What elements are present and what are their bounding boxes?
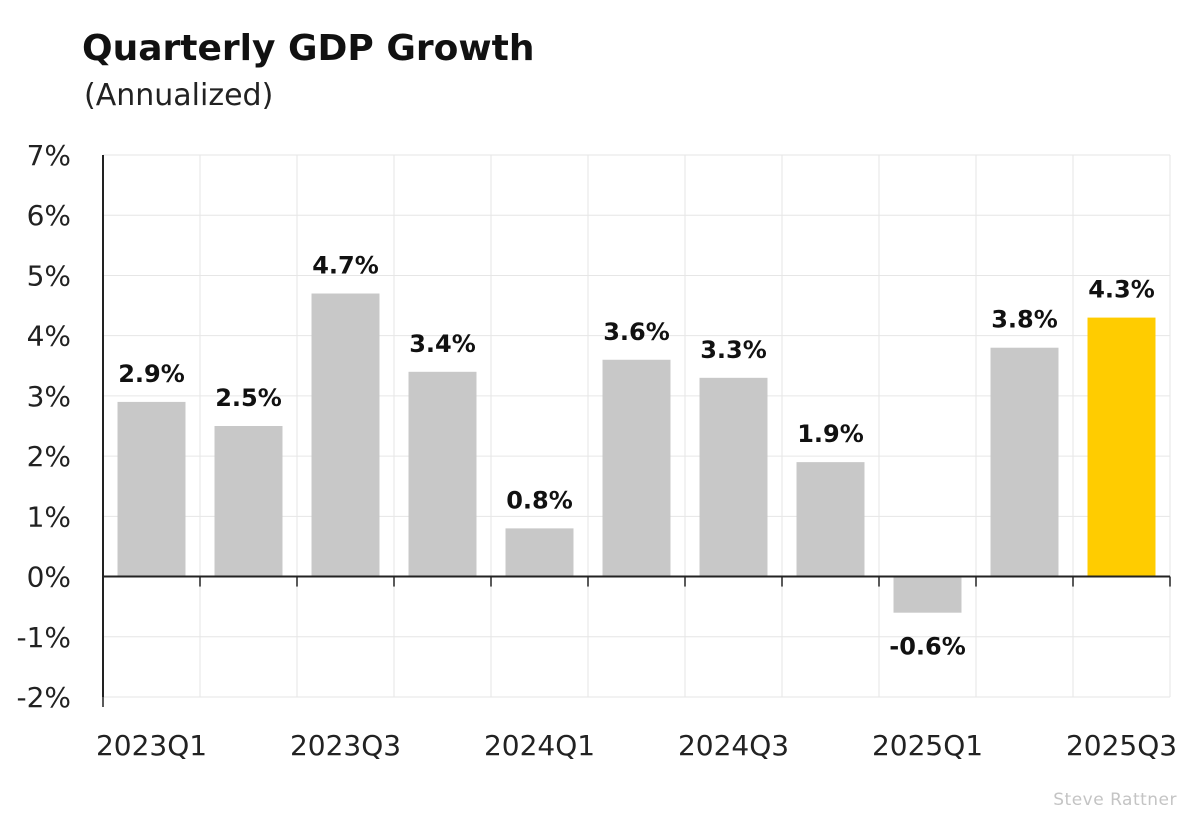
axes	[102, 155, 1171, 707]
x-tick-label: 2024Q1	[484, 729, 595, 762]
data-label: 3.3%	[700, 336, 767, 364]
bar	[214, 426, 283, 577]
bar	[699, 377, 768, 577]
x-tick-label: 2025Q3	[1066, 729, 1177, 762]
bar	[602, 359, 671, 577]
labels: -2% -1% 0% 1% 2% 3% 4% 5% 6% 7% 2.9% 2023Q1 2.5% 4.7%…	[16, 139, 1177, 762]
data-label: 1.9%	[797, 420, 864, 448]
x-tick-label: 2024Q3	[678, 729, 789, 762]
y-tick-label: 0%	[27, 561, 71, 594]
chart-subtitle: (Annualized)	[84, 78, 274, 113]
bar	[117, 401, 186, 577]
y-tick-label: 1%	[27, 500, 71, 533]
y-tick-label: -2%	[16, 681, 71, 714]
bar	[990, 347, 1059, 577]
y-tick-label: 7%	[27, 139, 71, 172]
bar	[796, 462, 865, 577]
bars	[117, 293, 1156, 613]
y-tick-label: 2%	[27, 440, 71, 473]
y-tick-label: -1%	[16, 621, 71, 654]
data-label: 3.4%	[409, 330, 476, 358]
data-label: 2.9%	[118, 360, 185, 388]
data-label: 3.8%	[991, 306, 1058, 334]
y-tick-label: 5%	[27, 259, 71, 292]
bar	[408, 371, 477, 577]
y-tick-label: 4%	[27, 320, 71, 353]
bar	[893, 576, 962, 613]
author-credit: Steve Rattner	[1053, 790, 1177, 810]
bar	[505, 528, 574, 577]
bar	[311, 293, 380, 577]
data-label: 3.6%	[603, 318, 670, 346]
grid-lines	[103, 154, 1171, 698]
x-tick-label: 2025Q1	[872, 729, 983, 762]
y-tick-label: 3%	[27, 380, 71, 413]
bar	[1087, 317, 1156, 577]
y-tick-label: 6%	[27, 199, 71, 232]
data-label: 2.5%	[215, 384, 282, 412]
data-label: 4.7%	[312, 252, 379, 280]
x-tick-label: 2023Q1	[96, 729, 207, 762]
data-label: 4.3%	[1088, 276, 1155, 304]
data-label: -0.6%	[889, 633, 966, 661]
chart-title: Quarterly GDP Growth	[82, 28, 535, 69]
x-tick-label: 2023Q3	[290, 729, 401, 762]
data-label: 0.8%	[506, 486, 573, 514]
